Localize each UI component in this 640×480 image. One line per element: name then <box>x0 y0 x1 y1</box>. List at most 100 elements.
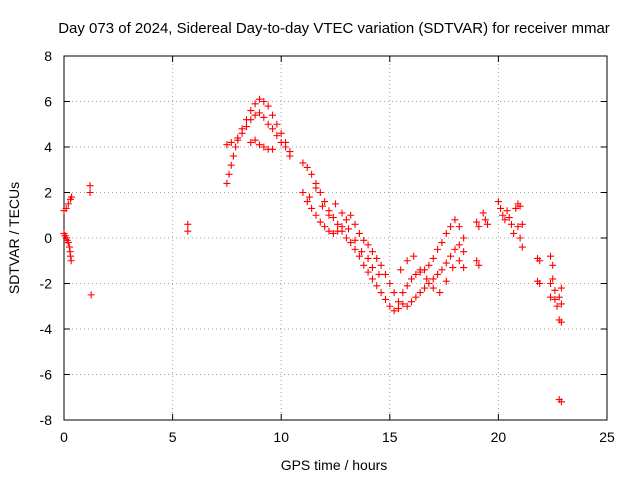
chart-title: Day 073 of 2024, Sidereal Day-to-day VTE… <box>58 20 610 37</box>
data-point <box>345 225 353 233</box>
data-point <box>423 275 431 283</box>
data-point <box>62 204 70 212</box>
y-tick-label: 0 <box>44 230 52 246</box>
data-point <box>299 159 307 167</box>
data-point <box>479 209 487 217</box>
data-point <box>368 264 376 272</box>
data-point <box>460 248 468 256</box>
data-point <box>514 223 522 231</box>
data-point <box>381 270 389 278</box>
data-point <box>355 229 363 237</box>
data-point <box>425 280 433 287</box>
data-point <box>67 257 75 265</box>
data-point <box>507 220 515 228</box>
data-point <box>484 220 492 228</box>
data-point <box>518 243 526 251</box>
data-point <box>510 229 518 237</box>
data-point <box>536 280 544 287</box>
data-point <box>481 216 489 224</box>
data-point <box>86 182 94 190</box>
data-point <box>557 318 565 326</box>
data-point <box>264 120 272 128</box>
data-point <box>227 138 235 146</box>
data-point <box>286 152 294 160</box>
data-point <box>386 302 394 310</box>
data-point <box>455 241 463 249</box>
data-point <box>475 261 483 269</box>
data-point <box>269 145 277 153</box>
data-point <box>429 275 437 283</box>
data-point <box>555 293 563 301</box>
data-point <box>373 282 381 290</box>
data-point <box>497 204 505 212</box>
y-tick-label: -8 <box>40 412 53 428</box>
data-point <box>451 245 459 253</box>
data-point <box>303 163 311 171</box>
data-point <box>64 239 72 247</box>
data-point <box>316 218 324 226</box>
data-point <box>64 200 72 208</box>
data-point <box>460 264 468 272</box>
data-point <box>421 284 429 292</box>
data-point <box>318 202 326 210</box>
data-point <box>438 266 446 274</box>
data-point <box>518 220 526 228</box>
data-point <box>264 102 272 110</box>
data-point <box>67 252 75 260</box>
data-point <box>403 257 411 265</box>
y-axis-label: SDTVAR / TECUs <box>6 182 22 294</box>
data-point <box>347 211 355 219</box>
data-point <box>429 254 437 262</box>
data-point <box>87 291 95 299</box>
data-point <box>242 123 250 131</box>
data-point <box>234 136 242 144</box>
data-point <box>499 211 507 219</box>
y-tick-label: 6 <box>44 94 52 110</box>
data-point <box>303 198 311 206</box>
data-point <box>342 234 350 242</box>
data-point <box>223 141 231 149</box>
data-point <box>447 252 455 260</box>
data-point <box>364 268 372 276</box>
data-point <box>312 211 320 219</box>
data-point <box>364 254 372 262</box>
data-point <box>325 227 333 235</box>
data-point <box>438 239 446 247</box>
data-point <box>442 259 450 267</box>
axis-ticks: 0 5 10 15 20 25 -8 -6 -4 -2 0 2 4 6 8 <box>40 48 615 445</box>
data-point <box>308 204 316 212</box>
data-point <box>547 293 555 301</box>
y-tick-label: -2 <box>40 276 53 292</box>
data-point <box>329 214 337 222</box>
x-tick-label: 20 <box>491 429 507 445</box>
data-point <box>321 198 329 206</box>
data-point <box>321 223 329 231</box>
data-point <box>501 216 509 224</box>
data-point <box>475 223 483 231</box>
x-axis-label: GPS time / hours <box>281 457 388 473</box>
data-point <box>505 214 513 222</box>
data-point <box>229 152 237 160</box>
data-point <box>547 280 555 287</box>
data-point <box>408 298 416 306</box>
x-tick-label: 25 <box>599 429 615 445</box>
data-point <box>494 198 502 206</box>
data-point <box>381 295 389 303</box>
data-point <box>351 245 359 253</box>
data-point <box>273 120 281 128</box>
data-point <box>557 300 565 308</box>
data-point <box>351 220 359 228</box>
data-point <box>325 211 333 219</box>
data-point <box>305 193 313 201</box>
data-point <box>312 184 320 192</box>
data-point <box>410 252 418 260</box>
data-point <box>416 266 424 274</box>
data-point <box>269 111 277 119</box>
data-point <box>386 280 394 287</box>
data-point <box>549 261 557 269</box>
data-point <box>549 275 557 283</box>
data-point <box>436 289 444 297</box>
data-point <box>551 286 559 294</box>
data-point <box>232 143 240 151</box>
data-point <box>342 216 350 224</box>
